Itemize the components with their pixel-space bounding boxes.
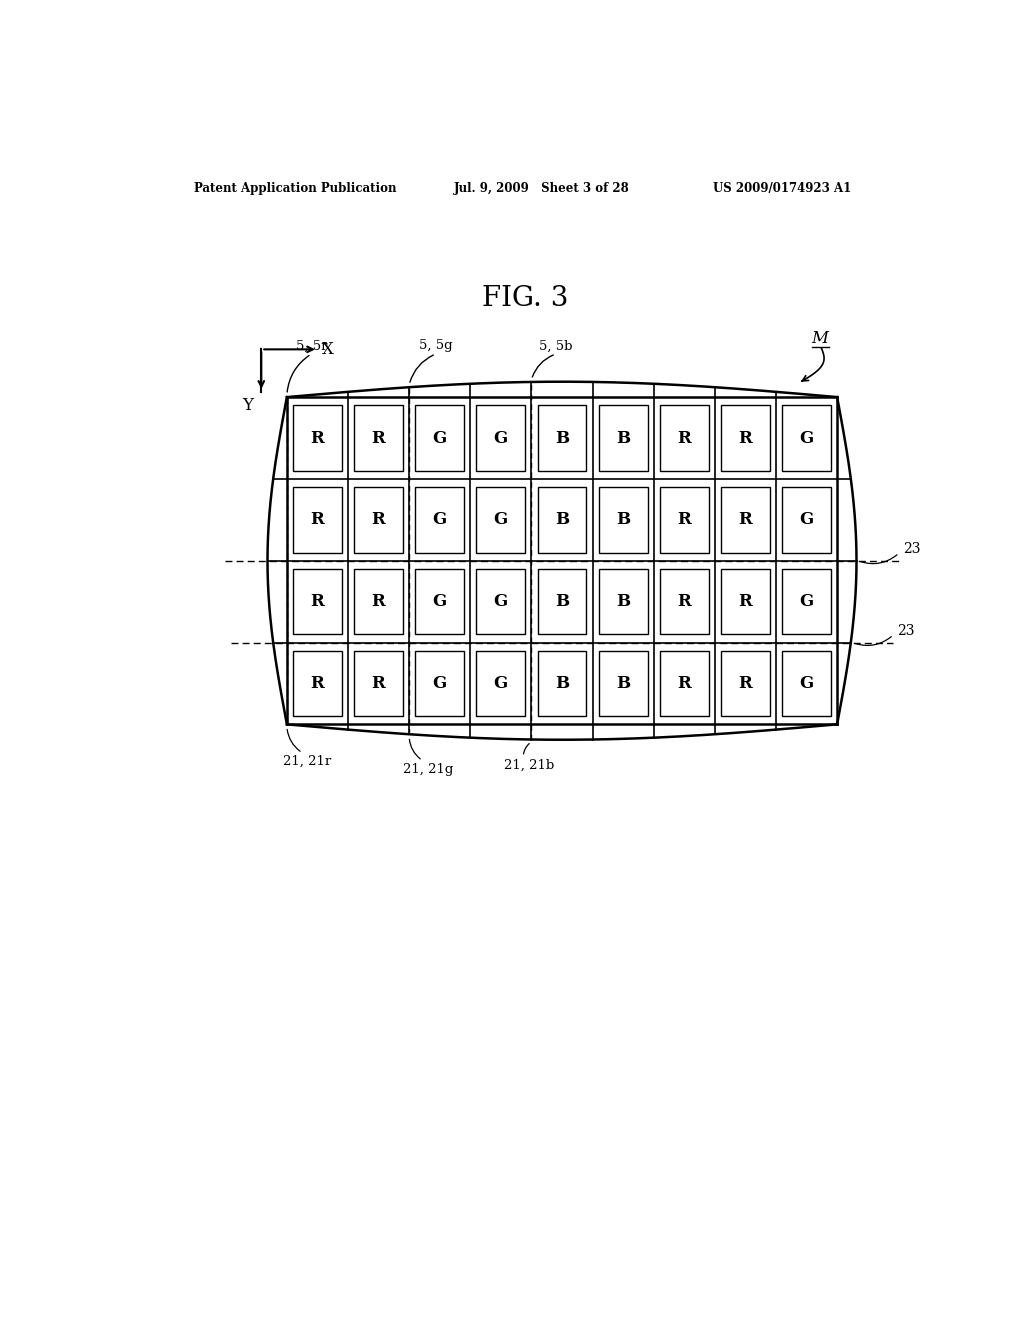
Bar: [416, 487, 464, 553]
Bar: [416, 651, 464, 717]
Text: B: B: [616, 511, 630, 528]
Text: Y: Y: [242, 397, 253, 414]
Text: 23: 23: [897, 624, 914, 638]
Text: R: R: [310, 593, 325, 610]
Text: 5, 5g: 5, 5g: [419, 339, 453, 352]
Text: R: R: [738, 675, 753, 692]
Text: FIG. 3: FIG. 3: [481, 285, 568, 313]
Bar: [476, 487, 525, 553]
Bar: [538, 569, 587, 635]
Text: G: G: [432, 429, 446, 446]
Bar: [721, 651, 770, 717]
Text: G: G: [800, 593, 814, 610]
Bar: [599, 651, 647, 717]
Text: G: G: [800, 429, 814, 446]
Text: G: G: [432, 593, 446, 610]
Text: G: G: [432, 675, 446, 692]
Bar: [782, 651, 831, 717]
Text: M: M: [812, 330, 828, 347]
Text: R: R: [372, 675, 385, 692]
Text: Jul. 9, 2009   Sheet 3 of 28: Jul. 9, 2009 Sheet 3 of 28: [454, 182, 630, 194]
Bar: [416, 405, 464, 471]
Text: 23: 23: [903, 543, 921, 556]
Bar: [354, 405, 403, 471]
Bar: [476, 405, 525, 471]
Bar: [782, 487, 831, 553]
Text: B: B: [555, 593, 569, 610]
Bar: [659, 569, 709, 635]
Text: R: R: [310, 429, 325, 446]
Bar: [538, 487, 587, 553]
Bar: [476, 569, 525, 635]
Text: B: B: [616, 675, 630, 692]
Bar: [721, 405, 770, 471]
Text: B: B: [555, 511, 569, 528]
Text: 5, 5r: 5, 5r: [296, 339, 327, 352]
Text: G: G: [494, 429, 508, 446]
Text: R: R: [310, 675, 325, 692]
Bar: [721, 487, 770, 553]
Text: Patent Application Publication: Patent Application Publication: [194, 182, 396, 194]
Text: R: R: [738, 429, 753, 446]
Text: R: R: [372, 429, 385, 446]
Text: X: X: [322, 341, 334, 358]
Text: G: G: [494, 511, 508, 528]
Text: R: R: [738, 593, 753, 610]
Bar: [659, 487, 709, 553]
Bar: [721, 569, 770, 635]
Text: B: B: [616, 429, 630, 446]
Text: R: R: [678, 675, 691, 692]
Bar: [354, 569, 403, 635]
Bar: [782, 569, 831, 635]
Bar: [782, 405, 831, 471]
Bar: [293, 651, 342, 717]
Bar: [599, 487, 647, 553]
Bar: [293, 405, 342, 471]
Text: G: G: [494, 593, 508, 610]
Text: R: R: [310, 511, 325, 528]
Text: G: G: [494, 675, 508, 692]
Text: R: R: [678, 593, 691, 610]
Text: G: G: [800, 675, 814, 692]
Text: R: R: [678, 429, 691, 446]
Text: B: B: [555, 429, 569, 446]
Bar: [599, 405, 647, 471]
Text: B: B: [555, 675, 569, 692]
Text: R: R: [678, 511, 691, 528]
Bar: [659, 405, 709, 471]
Bar: [293, 569, 342, 635]
Bar: [416, 569, 464, 635]
Bar: [476, 651, 525, 717]
Text: G: G: [432, 511, 446, 528]
Bar: [354, 651, 403, 717]
Text: US 2009/0174923 A1: US 2009/0174923 A1: [713, 182, 851, 194]
Text: G: G: [800, 511, 814, 528]
Text: R: R: [372, 511, 385, 528]
Text: B: B: [616, 593, 630, 610]
Text: R: R: [372, 593, 385, 610]
Bar: [599, 569, 647, 635]
Bar: [538, 405, 587, 471]
Bar: [538, 651, 587, 717]
Text: 21, 21g: 21, 21g: [403, 763, 454, 776]
Bar: [659, 651, 709, 717]
Bar: [293, 487, 342, 553]
Text: 21, 21r: 21, 21r: [283, 755, 331, 768]
Text: R: R: [738, 511, 753, 528]
Bar: [354, 487, 403, 553]
Text: 21, 21b: 21, 21b: [504, 759, 554, 772]
Text: 5, 5b: 5, 5b: [540, 339, 572, 352]
